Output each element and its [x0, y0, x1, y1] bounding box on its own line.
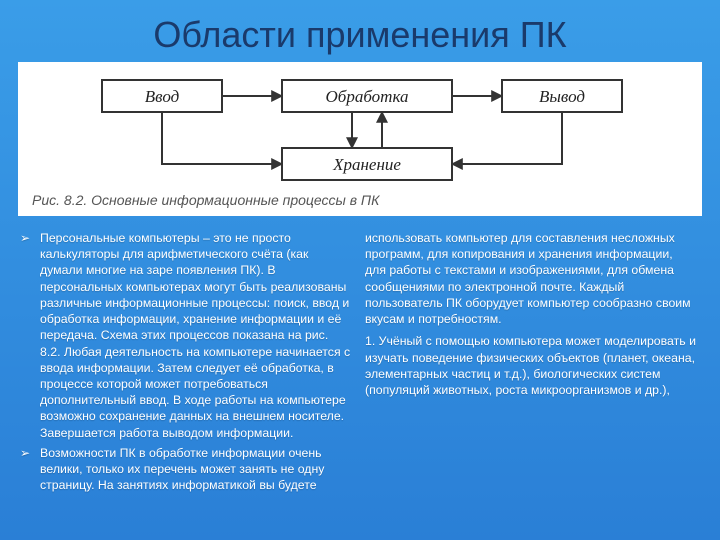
bullet-icon: ➢ [20, 445, 40, 494]
svg-text:Хранение: Хранение [332, 155, 401, 174]
diagram-caption: Рис. 8.2. Основные информационные процес… [32, 192, 688, 208]
svg-text:Ввод: Ввод [145, 87, 180, 106]
right-column: использовать компьютер для составления н… [365, 230, 696, 498]
flowchart-svg: Ввод Обработка Вывод Хранение [32, 72, 684, 188]
bullet-icon: ➢ [20, 230, 40, 441]
left-column: ➢ Персональные компьютеры – это не прост… [20, 230, 351, 498]
diagram-container: Ввод Обработка Вывод Хранение Рис. 8.2. Осн… [18, 62, 702, 216]
bullet-2-text: Возможности ПК в обработке информации оч… [40, 445, 351, 494]
svg-text:Обработка: Обработка [326, 87, 409, 106]
bullet-1-text: Персональные компьютеры – это не просто … [40, 230, 351, 441]
right-lead-text: использовать компьютер для составления н… [365, 230, 696, 327]
slide-title: Области применения ПК [0, 0, 720, 62]
svg-text:Вывод: Вывод [539, 87, 585, 106]
body-text: ➢ Персональные компьютеры – это не прост… [0, 216, 720, 498]
numbered-1-lead: 1. Учёный с помощью компьютера может [365, 334, 601, 348]
